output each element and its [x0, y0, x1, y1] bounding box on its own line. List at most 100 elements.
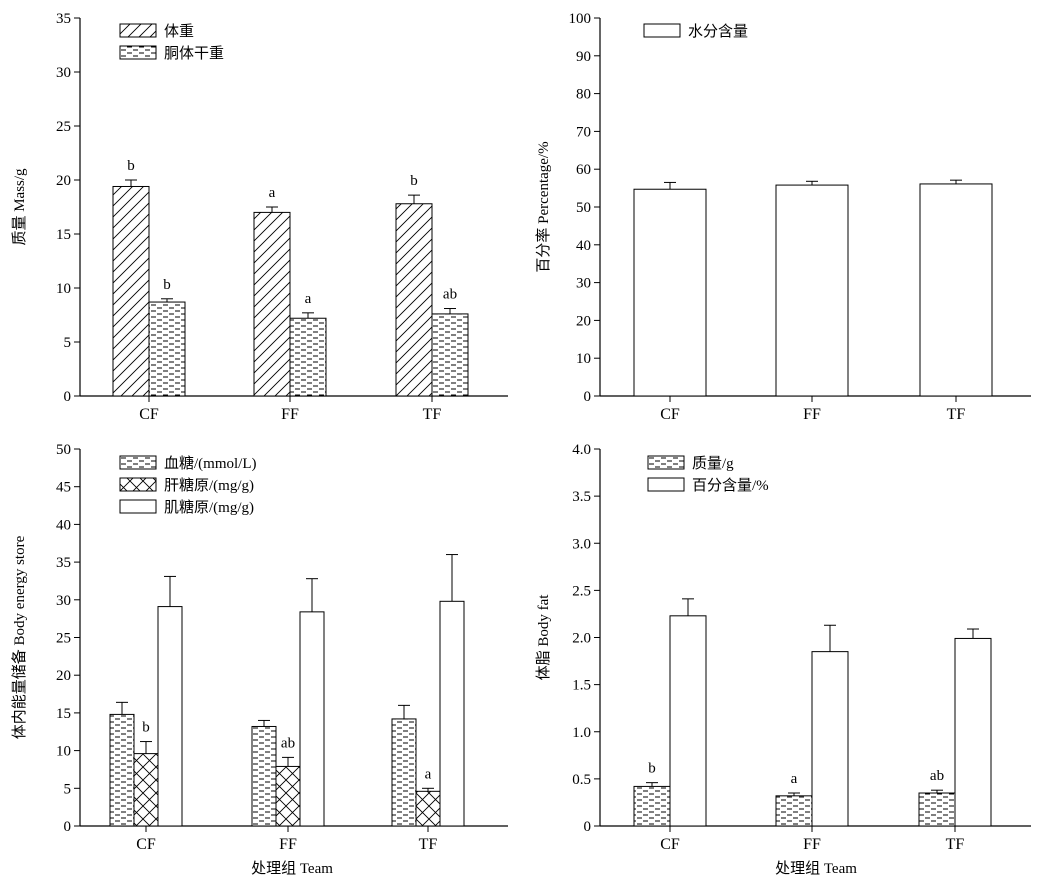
- y-tick-label: 50: [576, 200, 591, 216]
- y-tick-label: 40: [576, 238, 591, 254]
- y-tick-label: 20: [56, 668, 71, 684]
- y-axis-label: 体内能量储备 Body energy store: [11, 535, 28, 739]
- y-tick-label: 30: [56, 593, 71, 609]
- legend-label: 肝糖原/(mg/g): [164, 477, 254, 494]
- legend-swatch: [119, 45, 157, 60]
- bar: [633, 188, 707, 397]
- bar: [633, 785, 671, 827]
- y-tick-label: 20: [56, 173, 71, 189]
- x-tick-label: TF: [419, 836, 438, 853]
- bar: [775, 795, 813, 827]
- legend-swatch: [119, 455, 157, 470]
- legend-label: 肌糖原/(mg/g): [164, 499, 254, 516]
- y-tick-label: 60: [576, 162, 591, 178]
- y-tick-label: 5: [64, 781, 72, 797]
- x-tick-label: CF: [660, 836, 680, 853]
- bar: [431, 313, 469, 397]
- significance-label: a: [305, 291, 312, 307]
- legend-swatch: [643, 23, 681, 38]
- y-tick-label: 4.0: [572, 442, 591, 458]
- y-tick-label: 0: [584, 819, 592, 835]
- significance-label: b: [410, 173, 418, 189]
- y-tick-label: 5: [64, 335, 72, 351]
- x-tick-label: TF: [947, 406, 966, 423]
- significance-label: ab: [930, 768, 944, 784]
- y-tick-label: 15: [56, 706, 71, 722]
- y-tick-label: 3.0: [572, 536, 591, 552]
- y-tick-label: 80: [576, 87, 591, 103]
- significance-label: a: [791, 771, 798, 787]
- bar: [811, 651, 849, 827]
- bar: [918, 792, 956, 827]
- significance-label: b: [648, 761, 656, 777]
- y-tick-label: 2.5: [572, 583, 591, 599]
- legend-swatch: [647, 477, 685, 492]
- x-tick-label: CF: [136, 836, 156, 853]
- legend-swatch: [119, 23, 157, 38]
- x-tick-label: FF: [279, 836, 297, 853]
- x-axis-label-left: 处理组 Team: [251, 860, 333, 877]
- bar: [251, 725, 277, 827]
- y-tick-label: 30: [56, 65, 71, 81]
- bar: [109, 713, 135, 827]
- bar: [439, 600, 465, 827]
- legend-label: 水分含量: [688, 23, 748, 40]
- y-axis-label: 体脂 Body fat: [535, 594, 552, 681]
- y-axis-label: 百分率 Percentage/%: [535, 141, 552, 272]
- y-tick-label: 100: [569, 11, 592, 27]
- y-tick-label: 30: [576, 276, 591, 292]
- bar: [919, 183, 993, 397]
- chart-fat: 0 0.5 1.0 1.5 2.0 2.5 3.0 3.5 4.0 CF FF TF 体脂 Body f…: [535, 442, 1031, 853]
- bar: [391, 718, 417, 827]
- y-axis-label: 质量 Mass/g: [11, 168, 28, 246]
- bar: [253, 211, 291, 397]
- legend-label: 胴体干重: [164, 45, 224, 62]
- bar: [954, 637, 992, 827]
- y-tick-label: 0.5: [572, 772, 591, 788]
- bar: [289, 317, 327, 397]
- y-tick-label: 90: [576, 49, 591, 65]
- y-tick-label: 2.0: [572, 631, 591, 647]
- legend-swatch: [119, 499, 157, 514]
- legend-label: 体重: [164, 23, 194, 40]
- significance-label: ab: [281, 735, 295, 751]
- bar: [775, 184, 849, 397]
- bar: [133, 753, 159, 827]
- significance-label: b: [142, 720, 150, 736]
- bar: [415, 790, 441, 827]
- x-tick-label: CF: [139, 406, 159, 423]
- y-tick-label: 25: [56, 119, 71, 135]
- significance-label: b: [163, 277, 171, 293]
- significance-label: ab: [443, 287, 457, 303]
- legend-label: 质量/g: [692, 455, 734, 472]
- legend-swatch: [119, 477, 157, 492]
- legend-swatch: [647, 455, 685, 470]
- x-tick-label: FF: [803, 836, 821, 853]
- y-tick-label: 1.0: [572, 725, 591, 741]
- y-tick-label: 10: [56, 281, 71, 297]
- y-tick-label: 0: [584, 389, 592, 405]
- x-tick-label: FF: [803, 406, 821, 423]
- x-tick-label: TF: [946, 836, 965, 853]
- significance-label: b: [127, 158, 135, 174]
- y-tick-label: 1.5: [572, 678, 591, 694]
- significance-label: a: [269, 185, 276, 201]
- y-tick-label: 0: [64, 389, 72, 405]
- x-tick-label: TF: [423, 406, 442, 423]
- significance-label: a: [425, 766, 432, 782]
- x-tick-label: CF: [660, 406, 680, 423]
- y-tick-label: 10: [576, 351, 591, 367]
- legend-label: 百分含量/%: [692, 477, 769, 494]
- y-tick-label: 10: [56, 744, 71, 760]
- chart-water: 0 10 20 30 40 50 60 70 80 90 100 CF FF TF 百分率 Percenta…: [535, 11, 1031, 423]
- y-tick-label: 0: [64, 819, 72, 835]
- legend-label: 血糖/(mmol/L): [164, 455, 257, 472]
- y-tick-label: 40: [56, 517, 71, 533]
- x-axis-label-right: 处理组 Team: [775, 860, 857, 877]
- y-tick-label: 45: [56, 480, 71, 496]
- bar: [299, 611, 325, 827]
- bar: [275, 765, 301, 827]
